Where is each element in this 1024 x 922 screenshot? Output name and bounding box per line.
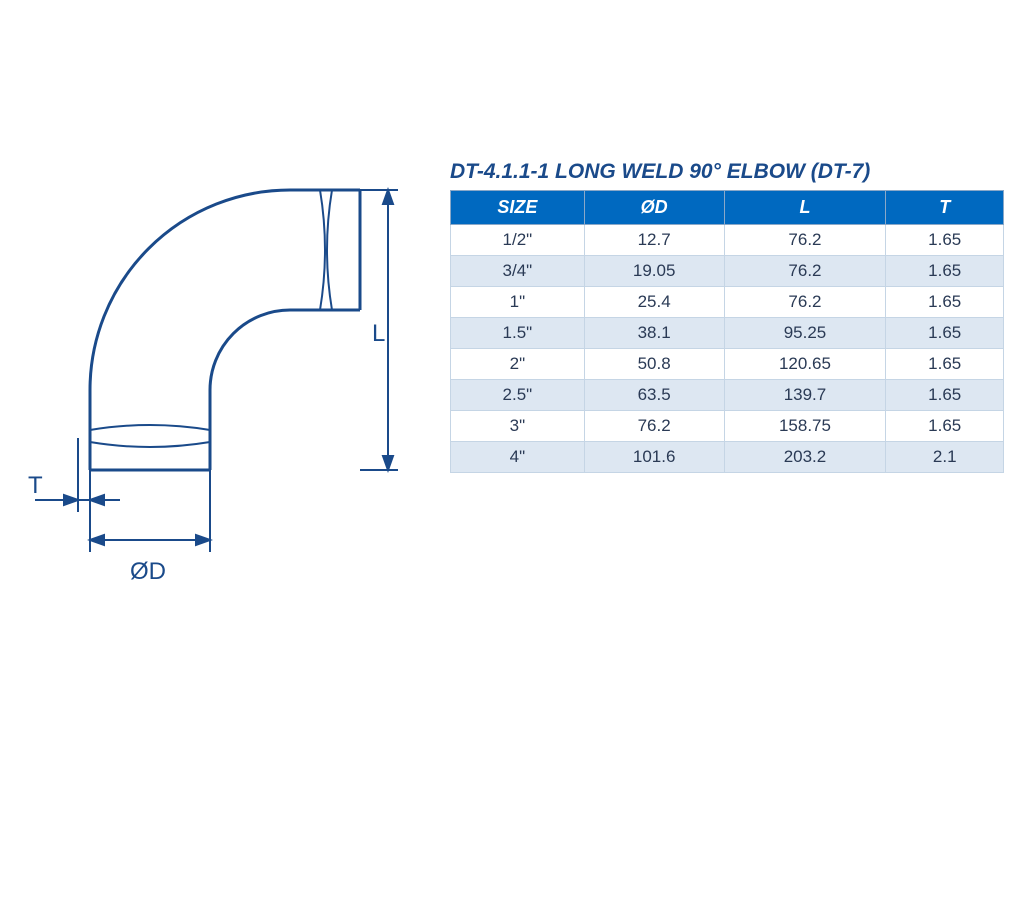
table-cell: 63.5 (584, 380, 724, 411)
table-cell: 25.4 (584, 287, 724, 318)
col-size: SIZE (451, 191, 585, 225)
table-cell: 3" (451, 411, 585, 442)
elbow-diagram: L ØD T (20, 120, 420, 620)
table-cell: 12.7 (584, 225, 724, 256)
table-cell: 101.6 (584, 442, 724, 473)
table-cell: 4" (451, 442, 585, 473)
col-t: T (886, 191, 1004, 225)
table-cell: 2.5" (451, 380, 585, 411)
table-row: 4"101.6203.22.1 (451, 442, 1004, 473)
table-cell: 1.65 (886, 318, 1004, 349)
table-cell: 50.8 (584, 349, 724, 380)
table-cell: 1.65 (886, 225, 1004, 256)
table-cell: 2" (451, 349, 585, 380)
col-od: ØD (584, 191, 724, 225)
table-row: 3/4"19.0576.21.65 (451, 256, 1004, 287)
table-row: 1/2"12.776.21.65 (451, 225, 1004, 256)
table-cell: 1.65 (886, 287, 1004, 318)
col-l: L (724, 191, 886, 225)
table-row: 3"76.2158.751.65 (451, 411, 1004, 442)
table-cell: 203.2 (724, 442, 886, 473)
spec-table: SIZE ØD L T 1/2"12.776.21.653/4"19.0576.… (450, 190, 1004, 473)
table-cell: 76.2 (724, 256, 886, 287)
table-row: 2"50.8120.651.65 (451, 349, 1004, 380)
table-cell: 139.7 (724, 380, 886, 411)
table-cell: 1.65 (886, 349, 1004, 380)
table-cell: 1.65 (886, 256, 1004, 287)
spec-table-section: DT-4.1.1-1 LONG WELD 90° ELBOW (DT-7) SI… (450, 120, 1004, 473)
table-cell: 1.65 (886, 380, 1004, 411)
table-cell: 76.2 (724, 287, 886, 318)
dim-label-L: L (372, 320, 385, 348)
table-cell: 2.1 (886, 442, 1004, 473)
table-cell: 76.2 (584, 411, 724, 442)
table-row: 1"25.476.21.65 (451, 287, 1004, 318)
table-cell: 3/4" (451, 256, 585, 287)
table-cell: 1.65 (886, 411, 1004, 442)
table-cell: 1/2" (451, 225, 585, 256)
table-cell: 38.1 (584, 318, 724, 349)
table-cell: 1.5" (451, 318, 585, 349)
table-cell: 120.65 (724, 349, 886, 380)
dim-label-T: T (28, 472, 43, 500)
dim-label-OD: ØD (130, 558, 166, 586)
table-row: 2.5"63.5139.71.65 (451, 380, 1004, 411)
table-cell: 1" (451, 287, 585, 318)
table-cell: 158.75 (724, 411, 886, 442)
table-cell: 95.25 (724, 318, 886, 349)
table-row: 1.5"38.195.251.65 (451, 318, 1004, 349)
table-cell: 19.05 (584, 256, 724, 287)
table-cell: 76.2 (724, 225, 886, 256)
table-title: DT-4.1.1-1 LONG WELD 90° ELBOW (DT-7) (450, 160, 1004, 184)
